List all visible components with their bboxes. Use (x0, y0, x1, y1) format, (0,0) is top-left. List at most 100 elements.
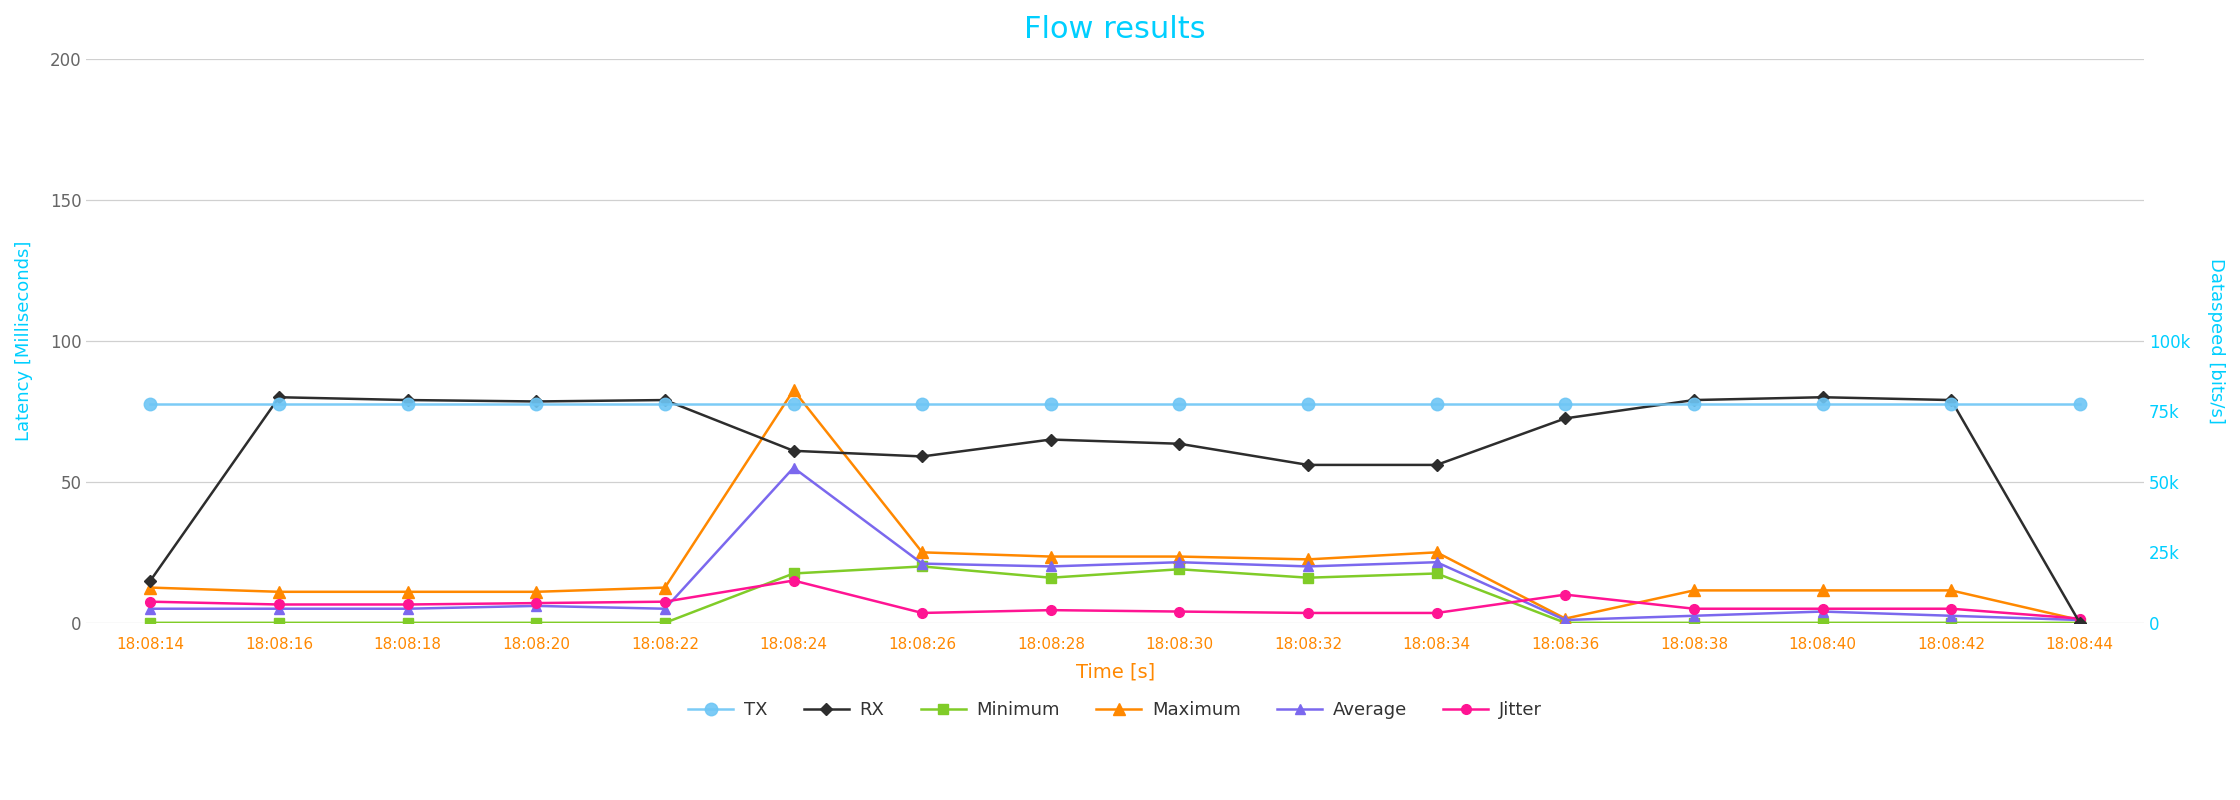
Average (1552, 615, 1579, 625)
Jitter (1422, 608, 1449, 618)
Jitter (1552, 590, 1579, 599)
Minimum (1938, 618, 1964, 628)
Minimum (1552, 618, 1579, 628)
TX (1167, 399, 1194, 409)
Maximum (1938, 586, 1964, 595)
RX (652, 395, 679, 405)
Maximum (1295, 554, 1322, 564)
Jitter (1810, 604, 1837, 614)
RX (137, 576, 164, 586)
TX (1938, 399, 1964, 409)
Jitter (2065, 614, 2092, 623)
Jitter (1680, 604, 1707, 614)
Jitter (1938, 604, 1964, 614)
RX (1938, 395, 1964, 405)
TX (522, 399, 549, 409)
Average (522, 601, 549, 610)
TX (2065, 399, 2092, 409)
Average (1680, 611, 1707, 621)
RX (1552, 414, 1579, 423)
Minimum (137, 618, 164, 628)
TX (1037, 399, 1064, 409)
Average (1422, 558, 1449, 567)
Average (909, 559, 936, 569)
Average (394, 604, 421, 614)
TX (1422, 399, 1449, 409)
RX (1680, 395, 1707, 405)
Average (267, 604, 293, 614)
Minimum (394, 618, 421, 628)
Line: Jitter: Jitter (146, 576, 2085, 623)
Minimum (267, 618, 293, 628)
RX (267, 393, 293, 402)
RX (1167, 439, 1194, 449)
RX (2065, 618, 2092, 628)
Average (1810, 606, 1837, 616)
Maximum (1167, 552, 1194, 562)
TX (652, 399, 679, 409)
Jitter (1167, 606, 1194, 616)
Maximum (1422, 547, 1449, 557)
Jitter (394, 600, 421, 610)
Jitter (137, 597, 164, 606)
Minimum (2065, 618, 2092, 628)
TX (394, 399, 421, 409)
TX (1295, 399, 1322, 409)
Jitter (1037, 606, 1064, 615)
Average (2065, 615, 2092, 625)
Maximum (1680, 586, 1707, 595)
X-axis label: Time [s]: Time [s] (1075, 663, 1154, 682)
RX (909, 452, 936, 462)
Jitter (522, 598, 549, 608)
Y-axis label: Dataspeed [bits/s]: Dataspeed [bits/s] (2206, 258, 2224, 424)
Minimum (1680, 618, 1707, 628)
Legend: TX, RX, Minimum, Maximum, Average, Jitter: TX, RX, Minimum, Maximum, Average, Jitte… (681, 694, 1550, 726)
TX (1552, 399, 1579, 409)
Minimum (1810, 618, 1837, 628)
TX (1680, 399, 1707, 409)
Line: Average: Average (146, 463, 2085, 625)
Minimum (909, 562, 936, 571)
Maximum (1037, 552, 1064, 562)
TX (1810, 399, 1837, 409)
Line: TX: TX (143, 398, 2085, 410)
RX (1037, 434, 1064, 444)
Average (1167, 558, 1194, 567)
Jitter (652, 597, 679, 606)
RX (780, 446, 806, 456)
Minimum (1037, 573, 1064, 582)
Jitter (267, 600, 293, 610)
RX (1810, 393, 1837, 402)
Maximum (652, 582, 679, 592)
Minimum (1295, 573, 1322, 582)
Maximum (1810, 586, 1837, 595)
Title: Flow results: Flow results (1024, 15, 1205, 44)
RX (1295, 460, 1322, 470)
RX (1422, 460, 1449, 470)
Average (137, 604, 164, 614)
TX (137, 399, 164, 409)
RX (522, 397, 549, 406)
TX (780, 399, 806, 409)
Average (1938, 611, 1964, 621)
Maximum (2065, 615, 2092, 625)
Minimum (780, 569, 806, 578)
Maximum (522, 587, 549, 597)
Maximum (909, 547, 936, 557)
Line: Maximum: Maximum (146, 385, 2085, 626)
Jitter (780, 576, 806, 586)
Maximum (267, 587, 293, 597)
Line: RX: RX (146, 393, 2083, 627)
Minimum (1167, 565, 1194, 574)
Jitter (1295, 608, 1322, 618)
TX (267, 399, 293, 409)
Average (1295, 562, 1322, 571)
Y-axis label: Latency [Milliseconds]: Latency [Milliseconds] (16, 241, 34, 441)
Average (1037, 562, 1064, 571)
TX (909, 399, 936, 409)
RX (394, 395, 421, 405)
Minimum (522, 618, 549, 628)
Minimum (1422, 569, 1449, 578)
Maximum (1552, 614, 1579, 623)
Line: Minimum: Minimum (146, 562, 2085, 628)
